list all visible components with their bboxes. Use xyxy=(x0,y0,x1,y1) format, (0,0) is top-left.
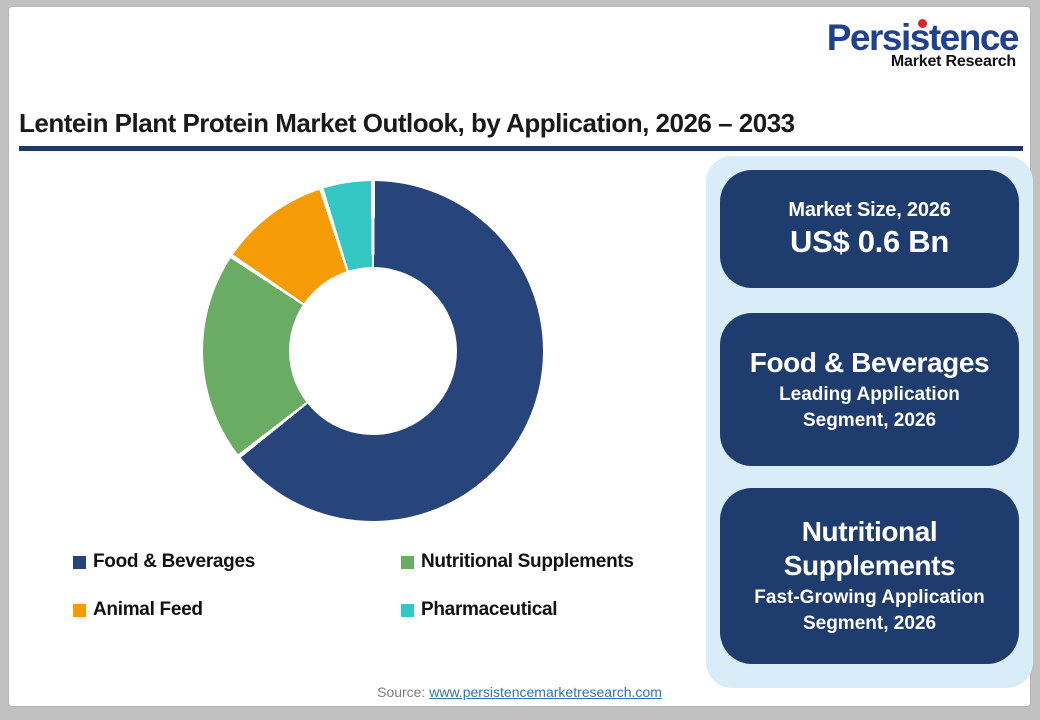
title-underline xyxy=(19,146,1023,151)
legend-swatch-orange-icon xyxy=(73,603,86,617)
leading-segment-desc-line1: Leading Application xyxy=(779,384,960,406)
market-size-value: US$ 0.6 Bn xyxy=(790,223,949,259)
fast-growing-segment-desc-line2: Segment, 2026 xyxy=(802,613,937,635)
legend-label: Nutritional Supplements xyxy=(421,551,634,572)
source-link[interactable]: www.persistencemarketresearch.com xyxy=(429,684,662,700)
legend-item-food-beverages: Food & Beverages xyxy=(73,551,401,573)
legend-item-animal-feed: Animal Feed xyxy=(73,599,401,621)
report-page: Persistence Market Research Lentein Plan… xyxy=(8,6,1033,707)
logo-brand: Persistence xyxy=(827,19,1020,56)
logo-subtitle: Market Research xyxy=(890,53,1016,70)
info-card-leading-segment: Food & Beverages Leading Application Seg… xyxy=(720,313,1019,466)
fast-growing-segment-desc: Fast-Growing Application Segment, 2026 xyxy=(754,585,984,636)
fast-growing-segment-name: Nutritional Supplements xyxy=(783,516,956,581)
legend-swatch-green-icon xyxy=(401,555,414,569)
info-card-fast-growing-segment: Nutritional Supplements Fast-Growing App… xyxy=(720,488,1019,664)
legend-item-pharmaceutical: Pharmaceutical xyxy=(401,599,634,621)
info-panel: Market Size, 2026 US$ 0.6 Bn Food & Beve… xyxy=(706,156,1033,688)
leading-segment-desc: Leading Application Segment, 2026 xyxy=(779,382,960,433)
legend-label: Animal Feed xyxy=(93,599,203,620)
legend-label: Pharmaceutical xyxy=(421,599,558,620)
donut-chart xyxy=(203,181,543,521)
fast-growing-segment-desc-line1: Fast-Growing Application xyxy=(754,587,985,609)
legend-swatch-teal-icon xyxy=(401,603,414,617)
chart-legend: Food & Beverages Nutritional Supplements… xyxy=(73,551,634,621)
source-line: Source: www.persistencemarketresearch.co… xyxy=(9,684,1030,700)
donut-hole xyxy=(289,267,457,435)
leading-segment-desc-line2: Segment, 2026 xyxy=(802,409,937,431)
legend-swatch-navy-icon xyxy=(73,555,86,569)
logo: Persistence Market Research xyxy=(827,19,1020,71)
info-card-market-size: Market Size, 2026 US$ 0.6 Bn xyxy=(720,170,1019,288)
source-label: Source: xyxy=(377,684,426,700)
leading-segment-name: Food & Beverages xyxy=(749,346,990,378)
market-size-label: Market Size, 2026 xyxy=(788,198,951,221)
logo-registered-dot-icon xyxy=(917,19,927,28)
page-title: Lentein Plant Protein Market Outlook, by… xyxy=(19,108,795,138)
legend-item-nutritional-supplements: Nutritional Supplements xyxy=(401,551,634,573)
legend-label: Food & Beverages xyxy=(93,551,256,572)
